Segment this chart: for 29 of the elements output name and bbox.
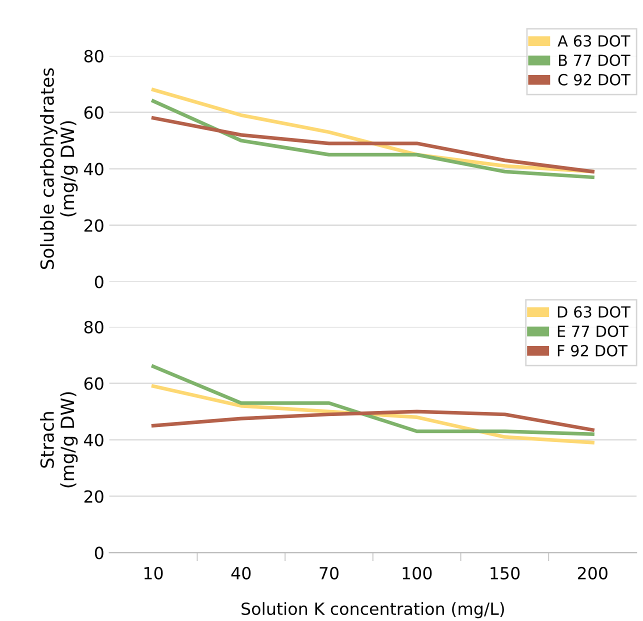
legend-label: E 77 DOT — [558, 326, 628, 338]
legend-label: D 63 DOT — [558, 306, 631, 318]
line-series — [151, 364, 594, 436]
y-tick-label: 0 — [94, 276, 104, 288]
legend-label: B 77 DOT — [559, 54, 630, 66]
legend-label: F 92 DOT — [558, 344, 628, 356]
y-tick-label: 40 — [84, 434, 104, 446]
x-tick-label: 100 — [402, 566, 432, 580]
x-tick-label: 70 — [320, 566, 338, 580]
legend-label: C 92 DOT — [558, 74, 631, 86]
y-tick-label: 40 — [84, 162, 104, 176]
line-series — [151, 410, 594, 432]
line-series — [151, 99, 594, 180]
line-series — [151, 116, 594, 174]
x-tick-label: 40 — [231, 566, 251, 580]
y-tick-label: 80 — [84, 50, 104, 62]
y-axis-title: Soluble carbohydrates (mg/g DW) — [40, 68, 78, 270]
y-tick-label: 0 — [94, 546, 104, 560]
y-axis-title: Strach (mg/g DW) — [40, 392, 78, 488]
x-tick-label: 150 — [490, 566, 520, 580]
x-tick-label: 10 — [144, 566, 163, 580]
legend-label: A 63 DOT — [558, 35, 630, 47]
y-tick-label: 80 — [84, 320, 104, 334]
x-tick-label: 200 — [578, 566, 608, 580]
y-tick-label: 60 — [84, 106, 104, 119]
x-axis-title: Solution K concentration (mg/L) — [242, 602, 504, 618]
y-tick-label: 20 — [84, 219, 104, 232]
y-tick-label: 60 — [84, 377, 104, 390]
y-tick-label: 20 — [84, 490, 104, 503]
